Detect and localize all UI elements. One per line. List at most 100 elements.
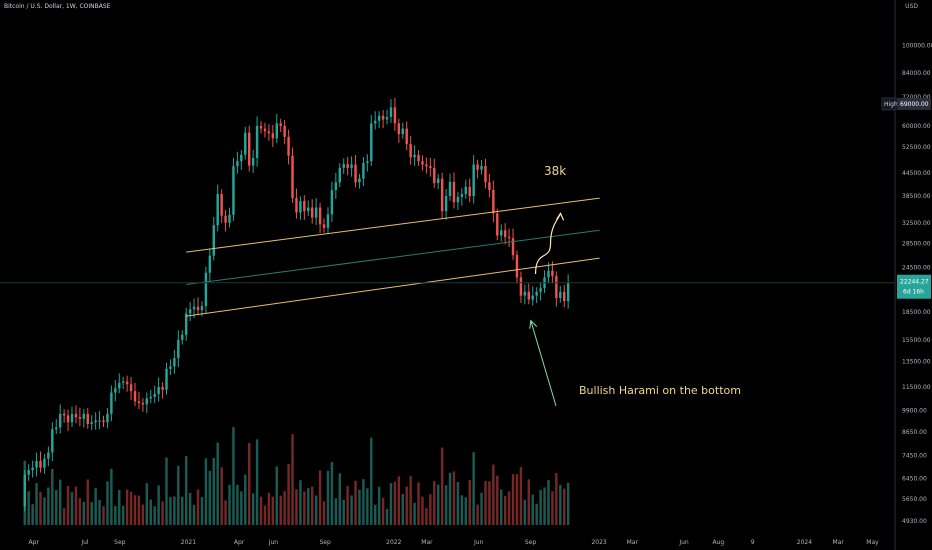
volume-bar <box>535 503 538 525</box>
candle-body <box>421 161 424 165</box>
candle-body <box>527 291 531 300</box>
volume-bar <box>413 502 416 525</box>
candle-body <box>492 190 495 214</box>
y-tick-label: 11500.00 <box>902 384 931 391</box>
volume-bar <box>110 468 113 525</box>
pointer-arrow <box>530 320 557 407</box>
volume-bar <box>551 491 554 525</box>
volume-bar <box>165 457 168 525</box>
y-tick-label: 4930.00 <box>902 518 927 525</box>
candle-body <box>397 123 401 135</box>
volume-bar <box>389 483 393 525</box>
volume-bar <box>429 494 432 525</box>
volume-bar <box>244 474 247 525</box>
candle-body <box>456 196 460 203</box>
candle-body <box>161 386 164 390</box>
volume-bar <box>141 504 145 525</box>
arrow-head-icon <box>556 212 565 221</box>
volume-bar <box>102 506 105 525</box>
volume-bar <box>318 470 322 525</box>
candle-body <box>62 413 66 416</box>
candle-body <box>31 467 34 470</box>
time-axis[interactable]: Apr Jul Sep 2021 Apr Jun Sep 2022 Mar Jun Sep 2023 M… <box>29 539 880 546</box>
candle-body <box>350 164 353 168</box>
candle-body <box>507 237 511 239</box>
x-tick-label: Apr <box>234 539 245 546</box>
volume-bar <box>177 465 180 525</box>
volume-bar <box>263 505 267 525</box>
candle-body <box>169 366 172 369</box>
candle-body <box>287 136 290 156</box>
candle-body <box>58 413 62 428</box>
high-tag <box>881 97 897 111</box>
x-tick-label: 9 <box>751 539 755 546</box>
volume-bar <box>125 489 129 525</box>
volume-bar <box>456 482 460 525</box>
annotations: 38k Bullish Harami on the bottom High 69000… <box>529 97 931 407</box>
high-value-tag <box>897 97 931 110</box>
candle-body <box>326 214 330 228</box>
volume-bar <box>129 491 133 525</box>
candle-body <box>220 194 223 216</box>
volume-bar <box>448 472 452 525</box>
candle-body <box>283 125 286 137</box>
y-tick-label: 52500.00 <box>902 144 931 151</box>
y-tick-label: 15500.00 <box>902 337 931 344</box>
candle-body <box>125 381 129 385</box>
y-tick-label: 72000.00 <box>902 94 931 101</box>
candle-body <box>551 270 554 277</box>
volume-bar <box>70 492 74 525</box>
y-tick-label: 9900.00 <box>902 408 927 415</box>
volume-bar <box>342 499 345 525</box>
volume-bar <box>322 501 326 525</box>
volume-bar <box>500 489 503 525</box>
y-tick-label: 100000.00 <box>902 42 932 49</box>
volume-bar <box>452 471 456 525</box>
volume-bar <box>121 505 125 525</box>
candle-body <box>413 154 416 158</box>
candle-body <box>330 190 334 215</box>
volume-bar <box>543 487 546 525</box>
candle-body <box>436 178 440 184</box>
volume-bar <box>236 484 239 525</box>
high-value: 69000.00 <box>900 101 929 108</box>
candle-body <box>74 413 78 418</box>
candle-body <box>153 393 156 397</box>
volume-bar <box>279 495 282 525</box>
candle-body <box>271 133 275 139</box>
volume-bar <box>421 496 424 525</box>
volume-bar <box>566 482 570 525</box>
candle-body <box>90 422 93 424</box>
volume-bar <box>559 484 562 525</box>
volume-bar <box>334 498 338 525</box>
x-tick-label: Jun <box>678 539 689 546</box>
volume-bar <box>133 495 137 525</box>
volume-bar <box>488 481 491 525</box>
y-tick-label: 8650.00 <box>902 429 927 436</box>
x-tick-label: 2021 <box>181 539 196 546</box>
volume-bar <box>114 506 117 525</box>
volume-bar <box>78 498 82 525</box>
price-axis[interactable]: 100000.00 84000.00 72000.00 60000.00 52500.0… <box>894 0 932 550</box>
volume-bar <box>220 467 223 525</box>
candle-body <box>228 214 231 223</box>
volume-bar <box>433 481 436 525</box>
candle-body <box>184 313 188 335</box>
y-tick-label: 84000.00 <box>902 70 931 77</box>
candle-body <box>196 306 200 311</box>
volume-bar <box>476 504 479 525</box>
volume-bar <box>66 485 70 525</box>
volume-bar <box>74 486 78 525</box>
candle-body <box>566 282 570 302</box>
candle-body <box>263 128 267 132</box>
volume-bar <box>228 484 231 525</box>
candle-body <box>35 460 38 468</box>
volume-bar <box>370 437 373 525</box>
volume-bar <box>295 489 298 525</box>
candle-body <box>267 131 271 134</box>
x-tick-label: Mar <box>421 539 433 546</box>
x-tick-label: Sep <box>114 539 126 546</box>
candle-body <box>157 386 160 394</box>
candle-body <box>460 194 464 197</box>
